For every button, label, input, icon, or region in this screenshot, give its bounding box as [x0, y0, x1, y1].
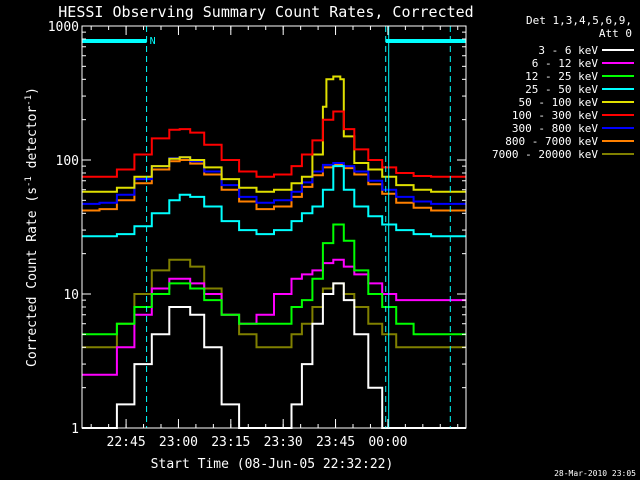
y-axis-label-suffix: ): [25, 87, 40, 95]
x-tick-label: 22:45: [107, 435, 146, 450]
series-line: [82, 75, 466, 193]
series-line: [82, 165, 466, 238]
saa-flag-label: N: [150, 36, 156, 47]
plot-area: N 1 10 100 1000 22:45 23:00 23:15 23:30 23:45 00…: [48, 20, 467, 450]
x-tick-label: 23:15: [211, 435, 250, 450]
legend-label: 100 - 300 keV: [512, 109, 598, 122]
y-tick-label: 1: [71, 422, 79, 437]
x-tick-label: 23:00: [159, 435, 198, 450]
legend-header-line2: Att 0: [599, 27, 632, 40]
y-tick-label: 10: [63, 288, 79, 303]
y-axis-label-sup2: -1: [24, 95, 34, 106]
legend-label: 7000 - 20000 keV: [492, 148, 598, 161]
y-axis-label-mid: detector: [25, 106, 40, 177]
y-tick-label: 1000: [48, 20, 79, 35]
series-layer: [82, 75, 466, 429]
legend-label: 3 - 6 keV: [538, 44, 598, 57]
x-axis-label: Start Time (08-Jun-05 22:32:22): [151, 457, 394, 472]
y-axis-label: Corrected Count Rate (s-1 detector-1): [24, 87, 40, 367]
series-line: [82, 282, 466, 429]
legend-label: 800 - 7000 keV: [505, 135, 598, 148]
x-tick-label: 23:45: [316, 435, 355, 450]
legend-label: 25 - 50 keV: [525, 83, 598, 96]
series-line: [82, 258, 466, 349]
legend-label: 50 - 100 keV: [519, 96, 599, 109]
footer-timestamp: 28-Mar-2010 23:05: [554, 469, 636, 478]
x-tick-label: 23:30: [264, 435, 303, 450]
x-axis: 22:45 23:00 23:15 23:30 23:45 00:00: [90, 26, 459, 450]
x-tick-label: 00:00: [368, 435, 407, 450]
legend-label: 12 - 25 keV: [525, 70, 598, 83]
chart-title: HESSI Observing Summary Count Rates, Cor…: [58, 3, 473, 21]
y-tick-label: 100: [56, 154, 79, 169]
legend-label: 300 - 800 keV: [512, 122, 598, 135]
y-axis-label-prefix: Corrected Count Rate (s: [25, 187, 40, 367]
plot-frame: [81, 25, 467, 429]
series-line: [82, 110, 466, 178]
series-line: [82, 223, 466, 336]
y-axis: 1 10 100 1000: [48, 20, 466, 437]
saa-flag-layer: N: [82, 26, 466, 428]
legend-header-line1: Det 1,3,4,5,6,9,: [526, 14, 632, 27]
legend-label: 6 - 12 keV: [532, 57, 599, 70]
series-line: [82, 258, 466, 376]
y-axis-label-sup1: -1: [24, 176, 34, 187]
